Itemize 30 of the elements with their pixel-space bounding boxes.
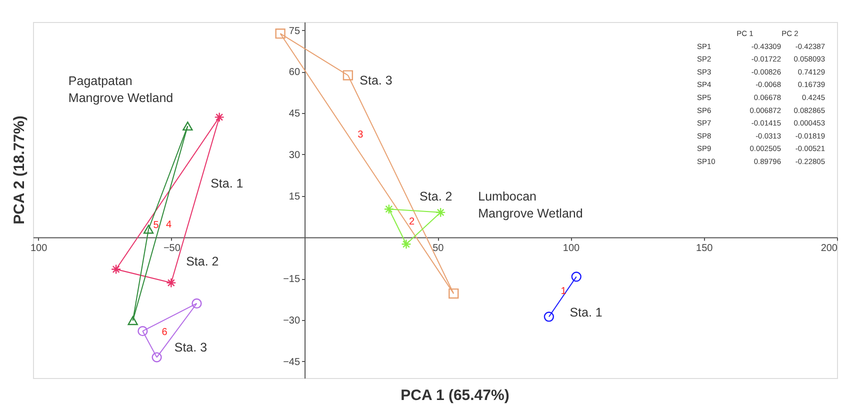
y-tick-label: 75 bbox=[288, 26, 300, 37]
annotation: Sta. 3 bbox=[360, 74, 392, 88]
annotation: Lumbocan Mangrove Wetland bbox=[478, 190, 583, 221]
annotation: Sta. 1 bbox=[570, 305, 602, 320]
x-tick-label: 100 bbox=[30, 242, 48, 254]
y-tick-label: 45 bbox=[288, 108, 300, 120]
y-tick-label: −30 bbox=[283, 316, 300, 327]
annotation: Sta. 1 bbox=[210, 176, 244, 190]
y-tick-label: 60 bbox=[288, 67, 300, 78]
y-tick-label: −15 bbox=[283, 274, 300, 286]
annotation: 5 bbox=[153, 220, 160, 232]
y-tick-label: 30 bbox=[288, 150, 300, 161]
annotation: 3 bbox=[358, 130, 364, 141]
annotation: Sta. 2 bbox=[420, 190, 452, 204]
annotation: 2 bbox=[409, 216, 416, 228]
annotation: 4 bbox=[166, 220, 172, 231]
x-tick-label: 50 bbox=[432, 242, 444, 254]
y-tick-label: 15 bbox=[288, 191, 300, 202]
x-tick-label: −50 bbox=[163, 242, 181, 254]
x-axis-title: PCA 1 (65.47%) bbox=[400, 387, 510, 404]
x-tick-label: 150 bbox=[696, 242, 714, 254]
x-tick-label: 200 bbox=[820, 242, 838, 254]
annotation: 1 bbox=[560, 286, 567, 298]
x-tick-label: 100 bbox=[562, 242, 580, 254]
annotation: Sta. 2 bbox=[186, 254, 219, 269]
annotation: Pagatpatan Mangrove Wetland bbox=[68, 74, 174, 105]
y-tick-label: −45 bbox=[283, 356, 300, 368]
annotation: 6 bbox=[162, 326, 168, 338]
annotation: Sta. 3 bbox=[174, 340, 208, 354]
y-axis-title: PCA 2 (18.77%) bbox=[11, 116, 28, 224]
